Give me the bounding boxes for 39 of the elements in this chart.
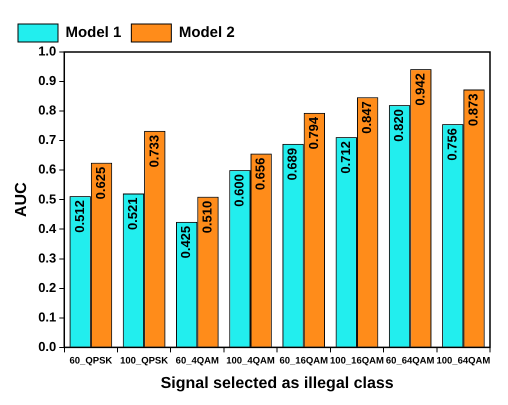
x-tick-label: 60_64QAM (386, 356, 435, 367)
x-tick-label: 100_QPSK (120, 356, 168, 367)
y-tick-label: 0.3 (38, 250, 56, 266)
data-label: 0.756 (444, 128, 460, 161)
data-label: 0.847 (359, 101, 374, 134)
x-tick-label: 60_4QAM (176, 356, 220, 367)
y-tick-label: 0.6 (38, 162, 56, 177)
legend-label: Model 1 (66, 24, 122, 42)
data-label: 0.512 (72, 200, 87, 233)
y-tick-label: 0.7 (38, 132, 56, 148)
data-label: 0.794 (306, 116, 321, 150)
y-tick-label: 0.0 (38, 338, 56, 354)
data-label: 0.425 (178, 226, 194, 258)
data-label: 0.625 (93, 166, 108, 200)
y-tick-label: 0.2 (38, 280, 56, 295)
y-tick-label: 0.5 (38, 191, 56, 206)
data-label: 0.942 (412, 73, 428, 106)
data-label: 0.733 (146, 134, 162, 168)
y-tick-label: 0.4 (38, 220, 58, 236)
x-tick-label: 60_QPSK (69, 356, 112, 367)
data-label: 0.521 (125, 197, 140, 230)
y-tick-label: 0.8 (38, 102, 56, 118)
y-tick-label: 0.9 (38, 73, 56, 88)
y-tick-label: 1.0 (38, 44, 56, 59)
data-label: 0.712 (338, 141, 353, 174)
legend-label: Model 2 (178, 24, 235, 42)
data-label: 0.656 (252, 158, 268, 190)
y-axis-title: AUC (13, 182, 30, 218)
x-tick-label: 100_4QAM (226, 356, 275, 367)
x-axis-title: Signal selected as illegal class (160, 374, 394, 392)
y-tick-label: 0.1 (38, 309, 56, 324)
data-label: 0.510 (200, 200, 215, 234)
x-tick-label: 100_16QAM (330, 356, 384, 367)
data-label: 0.820 (391, 109, 406, 142)
x-tick-label: 60_16QAM (279, 356, 328, 367)
data-label: 0.600 (231, 174, 246, 207)
data-label: 0.689 (284, 148, 300, 180)
data-label: 0.873 (466, 94, 481, 126)
x-tick-label: 100_64QAM (436, 356, 490, 367)
